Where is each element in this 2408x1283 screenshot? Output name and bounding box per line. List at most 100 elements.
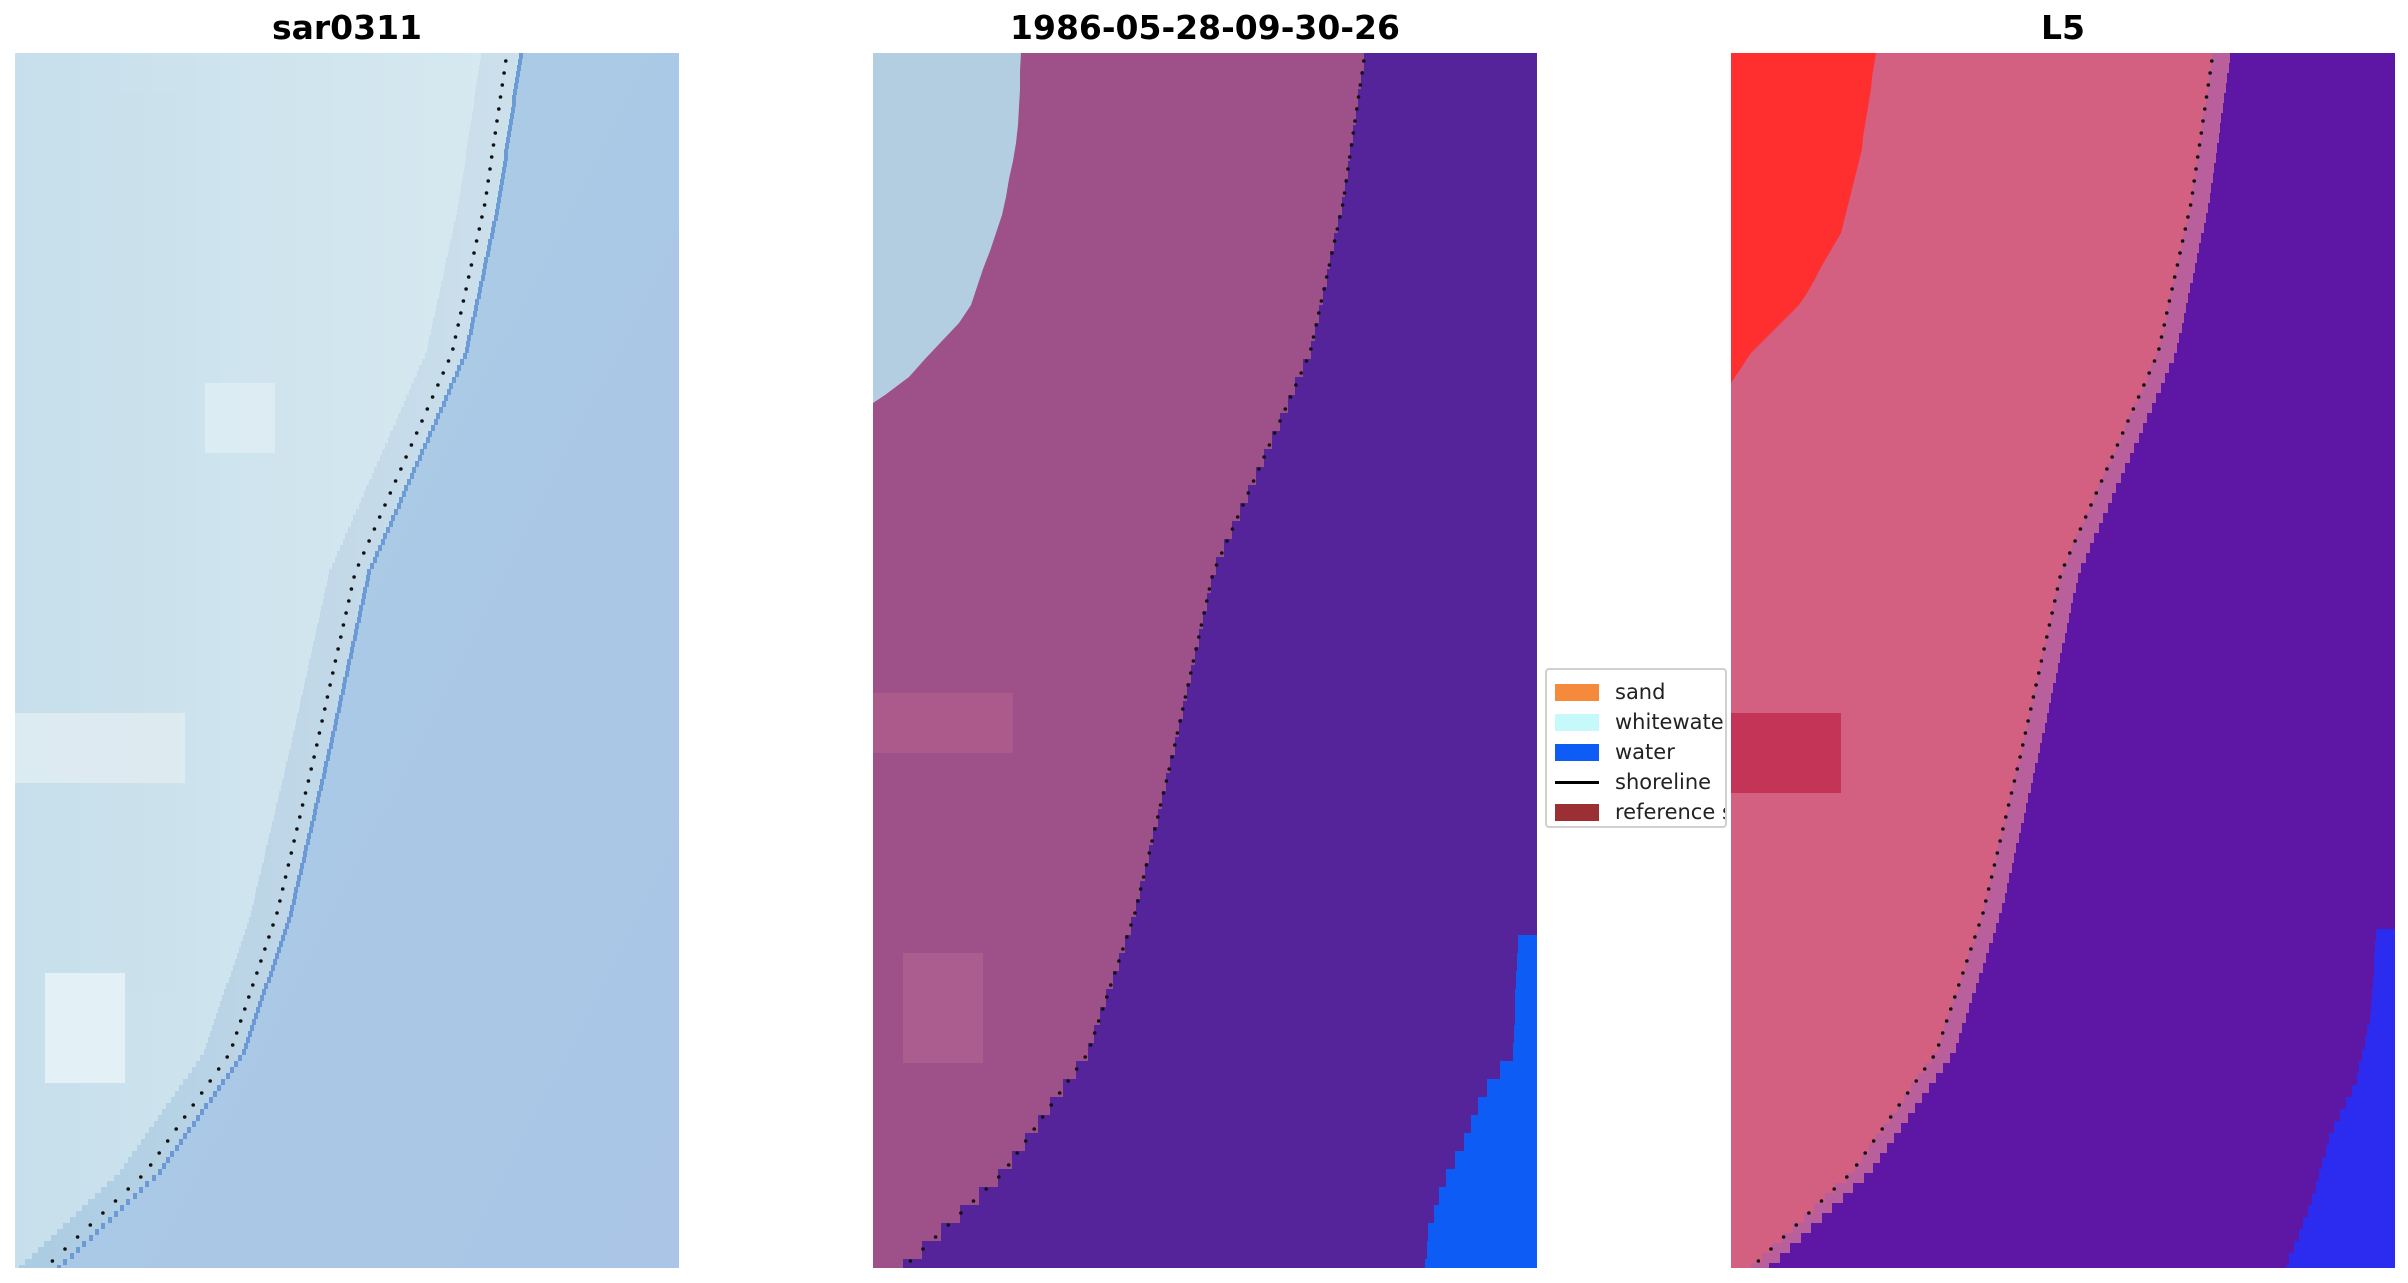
shoreline-point [1819, 1199, 1824, 1203]
shoreline-point [477, 227, 482, 231]
shoreline-point [2021, 743, 2025, 747]
shoreline-point [1057, 1091, 1062, 1095]
shoreline-point [2167, 299, 2172, 303]
sand-swatch [1555, 683, 1599, 701]
rgb-image-panel [15, 53, 679, 1268]
shoreline-point [331, 671, 335, 675]
reference-swatch [1555, 803, 1599, 821]
shoreline-point [2029, 707, 2033, 711]
shoreline-point [959, 1211, 963, 1215]
shoreline-point [441, 371, 446, 375]
shoreline-point [339, 635, 343, 639]
shoreline-point [1088, 1043, 1093, 1047]
shoreline-point [921, 1247, 925, 1251]
shoreline-point [1199, 623, 1204, 627]
shoreline-point [484, 191, 489, 195]
shoreline [50, 59, 508, 1263]
shoreline-point [1210, 575, 1214, 579]
shoreline-point [283, 875, 288, 879]
shoreline-point [1965, 959, 1969, 963]
shoreline-point [101, 1211, 105, 1215]
shoreline-point [1845, 1175, 1849, 1179]
shoreline-point [1092, 1031, 1097, 1035]
shoreline-point [1023, 1139, 1028, 1143]
classified-image [873, 53, 1537, 1268]
shoreline-point [344, 611, 348, 615]
shoreline-point [461, 299, 466, 303]
water-swatch [1555, 743, 1599, 761]
shoreline-point [2015, 767, 2019, 771]
shoreline-point [2073, 539, 2077, 543]
shoreline-point [2050, 611, 2054, 615]
shoreline-point [191, 1103, 195, 1107]
shoreline-point [1992, 863, 1997, 867]
shoreline-point [2058, 575, 2062, 579]
shoreline-point [1989, 875, 1994, 879]
shoreline-point [446, 359, 451, 363]
shoreline-point [2026, 719, 2030, 723]
shoreline-point [482, 203, 487, 207]
shoreline-point [148, 1163, 153, 1167]
shoreline-point [1314, 323, 1318, 327]
shoreline-point [289, 851, 294, 855]
shoreline-point [1161, 791, 1166, 795]
legend-label: water [1615, 740, 1675, 764]
shoreline-point [1936, 1043, 1941, 1047]
shoreline-point [1133, 911, 1137, 915]
shoreline-point [1317, 311, 1321, 315]
shoreline-point [2175, 263, 2180, 267]
shoreline-point [312, 755, 316, 759]
shoreline-point [393, 479, 398, 483]
shoreline-point [199, 1091, 204, 1095]
shoreline-point [2178, 251, 2182, 255]
classified-image-panel [873, 53, 1537, 1268]
shoreline-point [75, 1235, 80, 1239]
legend: sand whitewater water shoreline referenc… [1545, 668, 1727, 828]
shoreline-point [1756, 1259, 1761, 1263]
shoreline-point [2126, 419, 2130, 423]
shoreline-point [1880, 1127, 1884, 1131]
shoreline-point [2099, 479, 2104, 483]
shoreline-point [1769, 1247, 1773, 1251]
shoreline-point [1944, 1019, 1949, 1023]
shoreline [1756, 59, 2214, 1263]
shoreline-point [1283, 407, 1288, 411]
shoreline-point [2152, 359, 2157, 363]
shoreline-point [1294, 383, 1298, 387]
shoreline-point [1914, 1079, 1918, 1083]
shoreline-point [367, 539, 371, 543]
shoreline-point [2047, 623, 2052, 627]
shoreline-point [495, 119, 499, 123]
shoreline-point [997, 1175, 1001, 1179]
shoreline-point [469, 263, 474, 267]
panel-title-index: L5 [2041, 8, 2085, 47]
shoreline-point [1144, 863, 1149, 867]
shoreline-point [436, 383, 440, 387]
shoreline-point [1175, 731, 1180, 735]
shoreline-point [2157, 347, 2161, 351]
shoreline-point [300, 803, 305, 807]
shoreline-point [466, 275, 471, 279]
shoreline-point [486, 179, 491, 183]
legend-item-water: water [1555, 738, 1675, 766]
shoreline-point [259, 959, 263, 963]
shoreline-point [1167, 767, 1171, 771]
shoreline-point [278, 899, 282, 903]
shoreline-point [1194, 647, 1198, 651]
shoreline-point [1147, 851, 1152, 855]
shoreline-point [1335, 227, 1340, 231]
shoreline-point [908, 1259, 913, 1263]
shoreline-point [1984, 899, 1988, 903]
shoreline-point [2165, 311, 2169, 315]
legend-item-shoreline: shoreline [1555, 768, 1711, 796]
shoreline-point [1324, 275, 1329, 279]
shoreline-point [2083, 515, 2088, 519]
shoreline-point [472, 251, 476, 255]
shoreline-point [1241, 503, 1245, 507]
shoreline-point [2001, 827, 2005, 831]
shoreline-point [1141, 875, 1146, 879]
shoreline-point [1360, 71, 1364, 75]
panel-title-classified: 1986-05-28-09-30-26 [1010, 8, 1400, 47]
shoreline-point [2037, 671, 2041, 675]
shoreline-point [1230, 527, 1235, 531]
